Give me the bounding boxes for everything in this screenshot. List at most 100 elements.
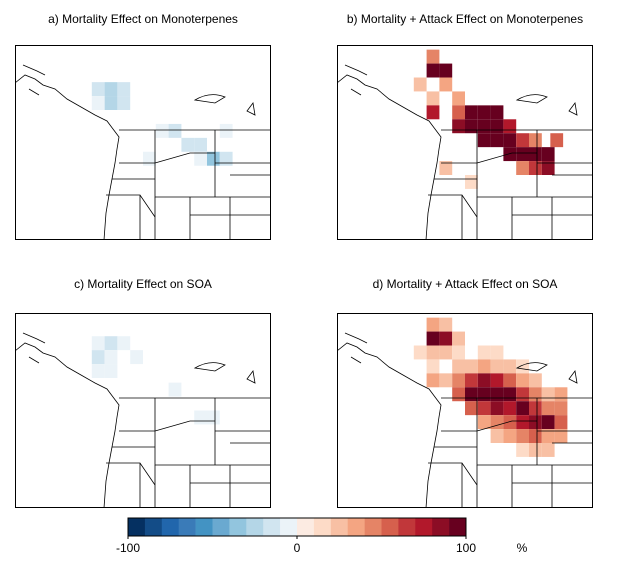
grid-cell xyxy=(490,387,504,402)
grid-cell xyxy=(490,345,504,360)
grid-cell xyxy=(490,105,504,120)
panel-title: c) Mortality Effect on SOA xyxy=(74,277,212,291)
cells xyxy=(413,49,564,189)
grid-cell xyxy=(439,77,453,92)
grid-cell xyxy=(91,96,105,110)
grid-cell xyxy=(452,345,465,360)
colorbar-tick-label: 100 xyxy=(456,541,476,555)
grid-cell xyxy=(490,119,504,134)
grid-cell xyxy=(541,415,555,430)
grid-cell xyxy=(477,133,491,148)
grid-cell xyxy=(529,161,542,175)
grid-cell xyxy=(452,105,465,120)
grid-cell xyxy=(452,331,465,346)
grid-cell xyxy=(426,63,440,78)
grid-cell xyxy=(426,49,440,64)
grid-cell xyxy=(426,317,440,332)
colorbar-bin xyxy=(195,518,213,536)
grid-cell xyxy=(117,82,131,97)
grid-cell xyxy=(490,415,504,430)
grid-cell xyxy=(550,133,564,148)
colorbar-bin xyxy=(246,518,264,536)
grid-cell xyxy=(477,119,491,134)
grid-cell xyxy=(452,119,465,134)
grid-cell xyxy=(503,119,517,134)
grid-cell xyxy=(130,350,143,365)
grid-cell xyxy=(439,161,453,175)
grid-cell xyxy=(516,161,529,175)
grid-cell xyxy=(104,364,118,378)
panel xyxy=(337,46,593,241)
panel-title: b) Mortality + Attack Effect on Monoterp… xyxy=(347,12,583,26)
basemap xyxy=(15,46,271,241)
cells xyxy=(91,336,220,425)
grid-cell xyxy=(477,105,491,120)
grid-cell xyxy=(541,443,555,457)
grid-cell xyxy=(503,401,517,416)
grid-cell xyxy=(168,123,182,138)
grid-cell xyxy=(439,63,453,78)
grid-cell xyxy=(91,350,105,365)
grid-cell xyxy=(516,443,529,457)
grid-cell xyxy=(426,345,440,360)
colorbar-bin xyxy=(297,518,315,536)
grid-cell xyxy=(439,331,453,346)
grid-cell xyxy=(477,359,491,374)
colorbar-bin xyxy=(161,518,179,536)
grid-cell xyxy=(541,147,555,162)
grid-cell xyxy=(503,359,517,374)
colorbar-bin xyxy=(144,518,163,536)
grid-cell xyxy=(452,91,465,106)
grid-cell xyxy=(219,123,233,138)
grid-cell xyxy=(490,359,504,374)
grid-cell xyxy=(194,137,207,152)
grid-cell xyxy=(554,429,568,443)
grid-cell xyxy=(439,345,453,360)
colorbar: -100 0 100 xyxy=(116,517,476,555)
grid-cell xyxy=(529,443,542,457)
grid-cell xyxy=(477,415,491,430)
colorbar-bin xyxy=(415,518,433,536)
grid-cell xyxy=(117,96,131,110)
grid-cell xyxy=(465,359,478,374)
colorbar-bin xyxy=(178,518,196,536)
grid-cell xyxy=(554,401,568,416)
grid-cell xyxy=(104,82,118,97)
grid-cell xyxy=(452,373,465,388)
colorbar-bin xyxy=(263,518,281,536)
grid-cell xyxy=(503,429,517,443)
grid-cell xyxy=(490,429,504,443)
colorbar-bin xyxy=(398,518,416,536)
grid-cell xyxy=(465,119,478,134)
colorbar-tick-label: -100 xyxy=(116,541,140,555)
grid-cell xyxy=(541,161,555,175)
grid-cell xyxy=(541,401,555,416)
grid-cell xyxy=(516,373,529,388)
panel xyxy=(15,46,271,241)
grid-cell xyxy=(541,387,555,402)
grid-cell xyxy=(503,387,517,402)
grid-cell xyxy=(516,147,529,162)
grid-cell xyxy=(452,359,465,374)
grid-cell xyxy=(529,429,542,443)
panel xyxy=(337,314,593,509)
cells xyxy=(413,317,568,457)
grid-cell xyxy=(503,133,517,148)
grid-cell xyxy=(490,373,504,388)
grid-cell xyxy=(554,415,568,430)
grid-cell xyxy=(490,133,504,148)
grid-cell xyxy=(426,373,440,388)
grid-cell xyxy=(426,91,440,106)
grid-cell xyxy=(465,373,478,388)
colorbar-bin xyxy=(381,518,399,536)
grid-cell xyxy=(219,151,233,166)
grid-cell xyxy=(529,133,542,148)
grid-cell xyxy=(554,387,568,402)
colorbar-bin xyxy=(212,518,230,536)
colorbar-tick-label: 0 xyxy=(294,541,301,555)
grid-cell xyxy=(194,410,207,425)
basemap xyxy=(15,314,271,509)
grid-cell xyxy=(413,345,427,360)
grid-cell xyxy=(426,331,440,346)
